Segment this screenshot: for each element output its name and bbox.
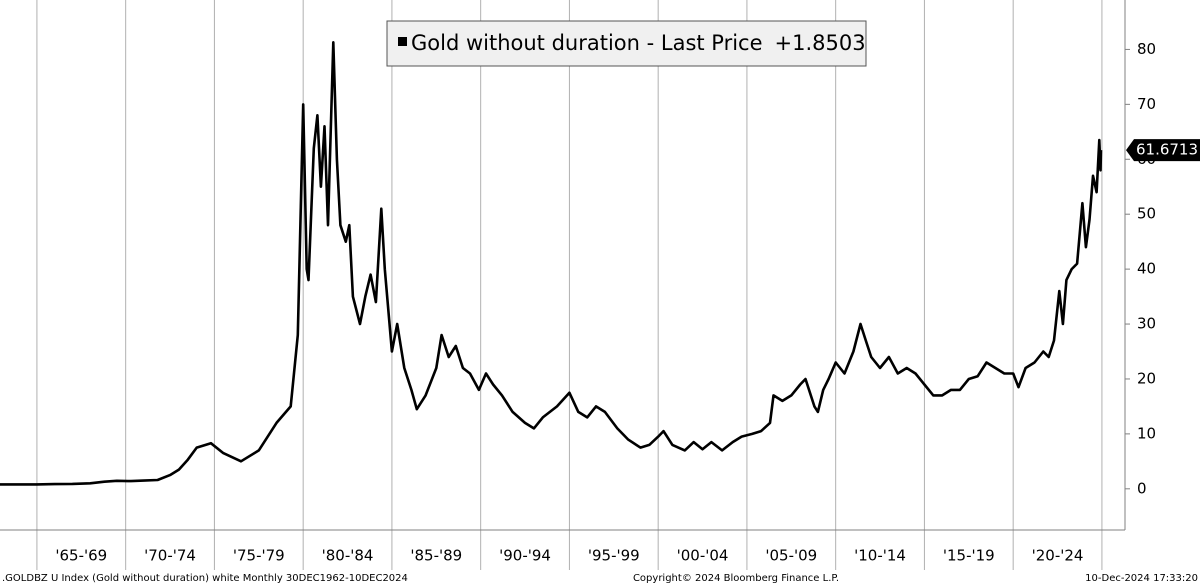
x-band-label: '75-'79 — [233, 547, 285, 565]
y-tick-label: 80 — [1137, 40, 1156, 58]
x-band-label: '85-'89 — [410, 547, 462, 565]
x-band-label: '15-'19 — [943, 547, 995, 565]
x-band-label: '00-'04 — [677, 547, 729, 565]
x-band-label: '20-'24 — [1032, 547, 1084, 565]
x-band-label: '65-'69 — [55, 547, 107, 565]
y-tick-label: 30 — [1137, 315, 1156, 333]
footer-center: Copyright© 2024 Bloomberg Finance L.P. — [633, 573, 839, 584]
x-band-label: '05-'09 — [765, 547, 817, 565]
x-band-label: '10-'14 — [854, 547, 906, 565]
y-tick-label: 40 — [1137, 260, 1156, 278]
legend-value: +1.8503 — [775, 31, 866, 55]
y-tick-label: 70 — [1137, 95, 1156, 113]
legend-name: Gold without duration - Last Price — [411, 31, 763, 55]
y-tick-label: 50 — [1137, 205, 1156, 223]
y-tick-label: 0 — [1137, 479, 1147, 497]
legend-swatch — [398, 37, 407, 46]
last-price-label: 61.6713 — [1136, 141, 1198, 159]
x-band-label: '95-'99 — [588, 547, 640, 565]
legend-text: Gold without duration - Last Price +1.850… — [411, 31, 866, 55]
legend-box — [386, 20, 867, 67]
y-tick-label: 10 — [1137, 424, 1156, 442]
last-price-box — [1126, 139, 1200, 162]
footer-right: 10-Dec-2024 17:33:20 — [1085, 573, 1198, 584]
footer-left: .GOLDBZ U Index (Gold without duration) … — [2, 573, 408, 584]
x-band-label: '90-'94 — [499, 547, 551, 565]
x-band-label: '80-'84 — [322, 547, 374, 565]
line — [0, 41, 1103, 486]
y-tick-label: 20 — [1137, 369, 1156, 387]
x-band-label: '70-'74 — [144, 547, 196, 565]
